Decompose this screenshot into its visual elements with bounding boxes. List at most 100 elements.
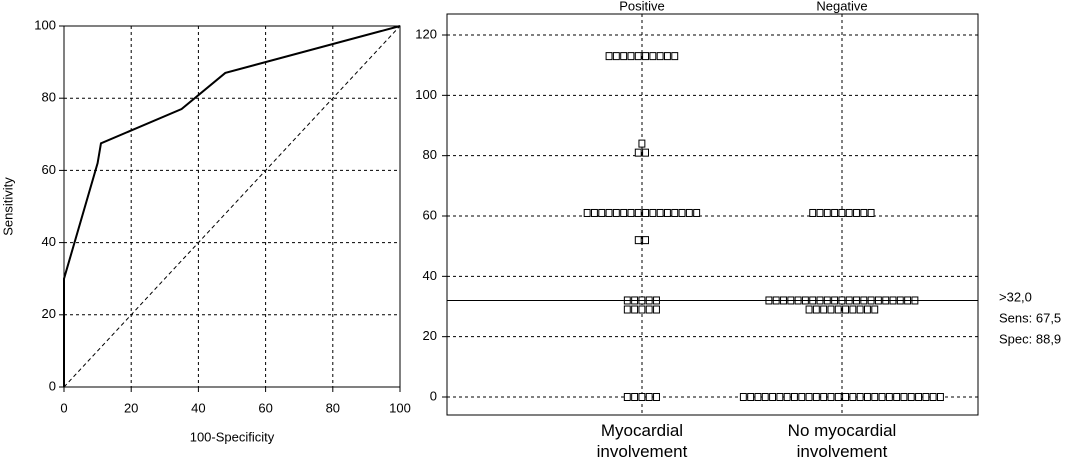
dot	[849, 305, 857, 314]
dot	[845, 208, 853, 217]
y-tick-label: 0	[430, 388, 437, 403]
y-tick-label: 20	[423, 328, 437, 343]
dot	[653, 305, 660, 314]
dot	[634, 52, 642, 61]
dot	[653, 393, 660, 401]
dot	[849, 393, 857, 401]
dot	[834, 393, 842, 401]
dot	[878, 393, 886, 401]
dot	[656, 52, 664, 61]
y-tick-label: 40	[423, 268, 437, 283]
dot	[827, 393, 835, 401]
category-label: Myocardial involvement	[596, 421, 688, 461]
dot	[671, 52, 679, 61]
dot	[827, 305, 835, 314]
dot	[591, 208, 598, 217]
dot	[634, 236, 642, 245]
dot	[834, 305, 842, 314]
y-axis-label: Sensitivity	[0, 177, 15, 236]
dot	[798, 393, 806, 401]
dot	[664, 208, 671, 217]
x-tick-label: 100	[389, 400, 411, 415]
y-tick-label: 80	[42, 90, 56, 105]
dot	[791, 393, 798, 401]
dot	[612, 208, 620, 217]
dot	[856, 393, 864, 401]
dot	[693, 208, 701, 217]
dot	[642, 236, 649, 245]
category-title: Positive	[619, 0, 665, 13]
y-tick-label: 0	[49, 378, 56, 393]
dot	[642, 208, 649, 217]
dot	[871, 305, 879, 314]
dot	[664, 52, 671, 61]
y-tick-label: 60	[423, 207, 437, 222]
dot	[685, 208, 693, 217]
dot	[656, 208, 664, 217]
dot	[893, 393, 901, 401]
dot	[860, 208, 868, 217]
dot	[838, 208, 846, 217]
dot	[856, 305, 864, 314]
dot	[638, 305, 646, 314]
dot	[864, 393, 871, 401]
dot	[620, 52, 628, 61]
dot	[605, 52, 613, 61]
dot	[583, 208, 591, 217]
x-tick-label: 0	[60, 400, 67, 415]
dot	[820, 393, 828, 401]
dot	[598, 208, 606, 217]
dot	[627, 208, 635, 217]
dot	[907, 393, 915, 401]
dot	[642, 148, 649, 157]
dot	[812, 305, 820, 314]
x-tick-label: 60	[258, 400, 272, 415]
dot	[937, 393, 944, 401]
dot	[627, 52, 635, 61]
cutoff-label: Spec: 88,9	[999, 331, 1061, 346]
dot	[842, 393, 849, 401]
dot	[885, 393, 893, 401]
dot	[620, 208, 628, 217]
dot	[831, 208, 839, 217]
y-tick-label: 80	[423, 147, 437, 162]
category-title: Negative	[816, 0, 867, 13]
dot	[853, 208, 860, 217]
x-tick-label: 80	[326, 400, 340, 415]
y-tick-label: 100	[415, 87, 437, 102]
dot	[805, 393, 813, 401]
dot	[871, 393, 879, 401]
y-tick-label: 40	[42, 234, 56, 249]
x-tick-label: 20	[124, 400, 138, 415]
dot	[754, 393, 762, 401]
dot	[645, 393, 653, 401]
y-tick-label: 100	[34, 17, 56, 32]
dot	[678, 208, 686, 217]
dot	[631, 305, 639, 314]
x-axis-label: 100-Specificity	[190, 429, 275, 444]
dot	[820, 305, 828, 314]
dot	[900, 393, 908, 401]
dot	[816, 208, 824, 217]
dot	[809, 208, 817, 217]
category-label: No myocardial involvement	[787, 421, 897, 461]
dot	[739, 393, 747, 401]
plot-border	[446, 13, 979, 416]
dot	[623, 393, 631, 401]
cutoff-label: Sens: 67,5	[999, 310, 1061, 325]
dot	[671, 208, 679, 217]
roc-curve	[63, 25, 401, 387]
dot	[645, 305, 653, 314]
y-tick-label: 60	[42, 162, 56, 177]
dot	[929, 393, 937, 401]
dot	[634, 148, 642, 157]
dot	[649, 208, 657, 217]
dot	[642, 52, 649, 61]
dot	[783, 393, 791, 401]
dot	[867, 208, 875, 217]
dot	[623, 305, 631, 314]
dot	[922, 393, 930, 401]
dot	[812, 393, 820, 401]
